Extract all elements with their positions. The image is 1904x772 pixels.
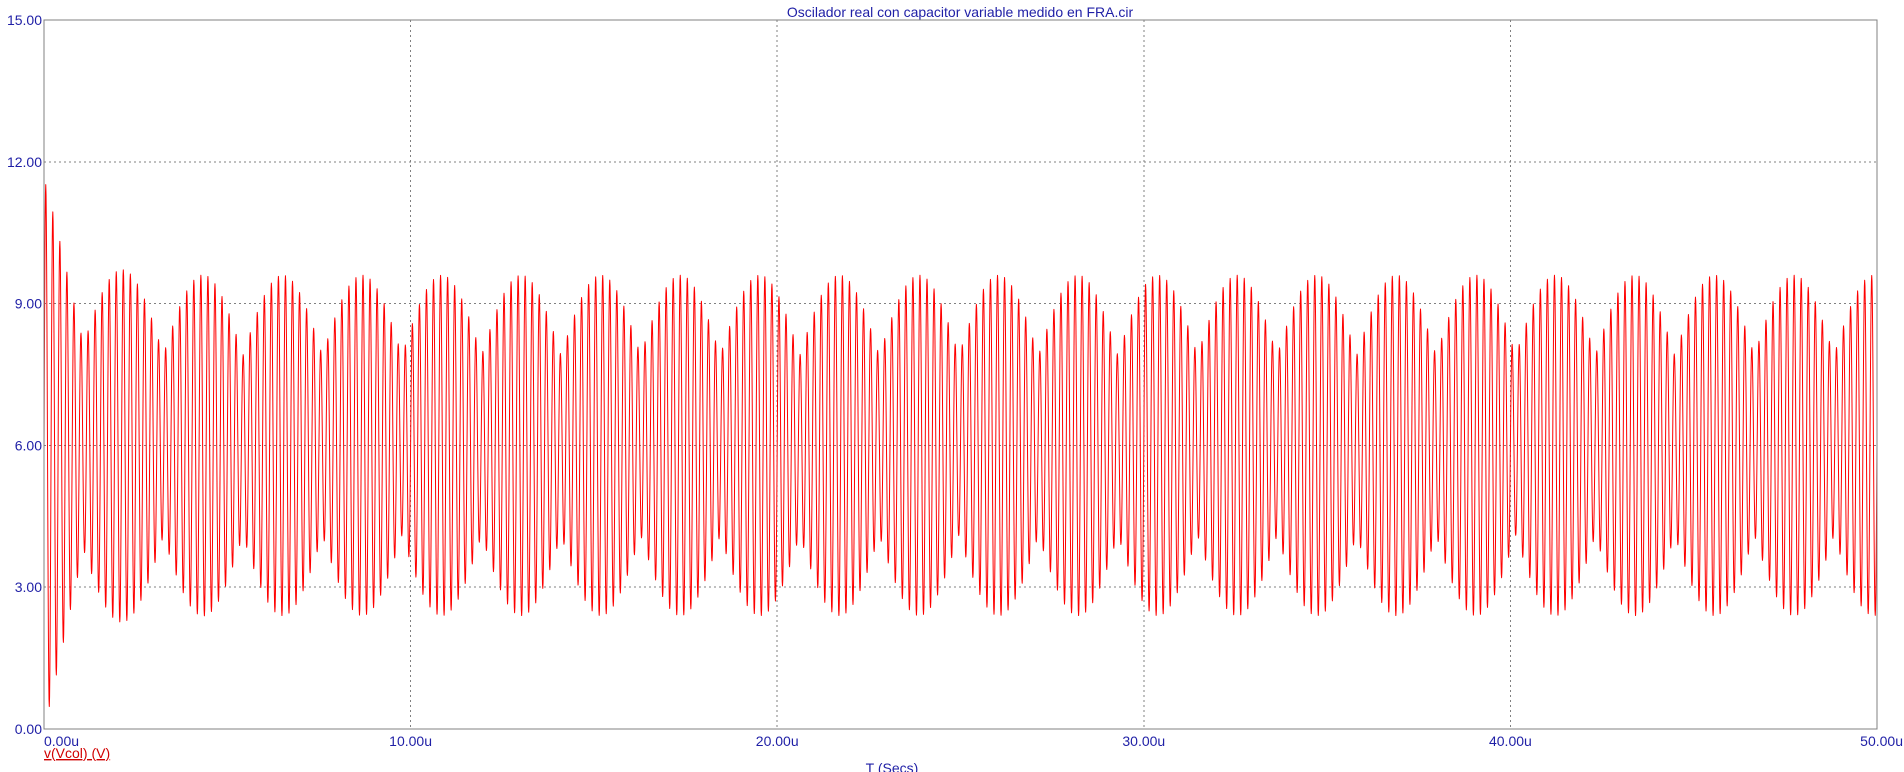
y-tick-label: 9.00	[15, 296, 42, 312]
y-tick-label: 3.00	[15, 579, 42, 595]
x-axis-label: T (Secs)	[866, 760, 919, 772]
y-tick-label: 0.00	[15, 721, 42, 737]
x-tick-label: 40.00u	[1489, 733, 1532, 749]
x-tick-label: 50.00u	[1860, 733, 1903, 749]
x-tick-label: 20.00u	[756, 733, 799, 749]
x-tick-label: 30.00u	[1122, 733, 1165, 749]
chart-title: Oscilador real con capacitor variable me…	[787, 4, 1134, 20]
x-tick-label: 10.00u	[389, 733, 432, 749]
y-tick-label: 15.00	[7, 12, 42, 28]
y-tick-label: 6.00	[15, 437, 42, 453]
legend-entry[interactable]: v(Vcol) (V)	[44, 745, 110, 761]
y-tick-label: 12.00	[7, 154, 42, 170]
